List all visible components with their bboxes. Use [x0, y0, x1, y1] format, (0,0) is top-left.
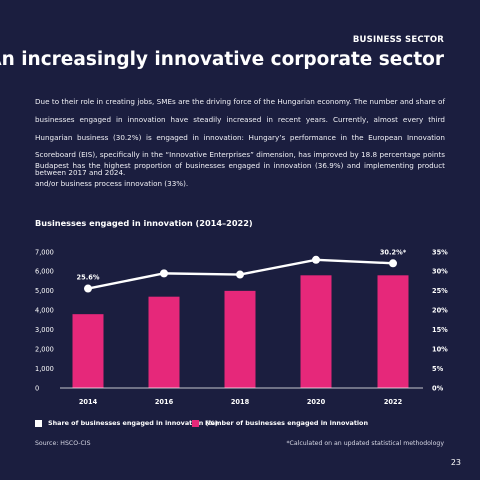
y-left-tick-label: 2,000 — [35, 345, 54, 353]
y-left-tick-label: 0 — [35, 384, 39, 392]
section-label: BUSINESS SECTOR — [352, 35, 444, 45]
share-point-2022 — [389, 259, 397, 268]
x-tick-label: 2014 — [79, 398, 98, 406]
legend-swatch-share — [35, 419, 42, 427]
bar-2022 — [377, 275, 409, 388]
share-point-2020 — [312, 255, 320, 264]
y-right-tick-label: 35% — [432, 248, 448, 256]
legend-label-share: Share of businesses engaged in innovatio… — [48, 419, 218, 427]
y-left-tick-label: 1,000 — [35, 365, 54, 373]
methodology-note: *Calculated on an updated statistical me… — [286, 440, 444, 447]
legend-item-number: Number of businesses engaged in innovati… — [192, 419, 368, 427]
intro-paragraph: Due to their role in creating jobs, SMEs… — [35, 97, 445, 178]
budapest-paragraph: Budapest has the highest proportion of b… — [35, 161, 445, 188]
share-data-label: 25.6% — [77, 274, 100, 282]
bar-2020 — [300, 275, 332, 388]
source-note: Source: HSCO-CIS — [35, 440, 91, 447]
x-tick-label: 2016 — [155, 398, 174, 406]
y-left-tick-label: 5,000 — [35, 287, 54, 295]
y-right-tick-label: 5% — [432, 365, 444, 373]
y-right-tick-label: 25% — [432, 287, 448, 295]
y-right-tick-label: 20% — [432, 307, 448, 315]
y-left-tick-label: 4,000 — [35, 307, 54, 315]
share-point-2018 — [236, 270, 244, 279]
chart-title: Businesses engaged in innovation (2014–2… — [35, 218, 253, 228]
legend-item-share: Share of businesses engaged in innovatio… — [35, 419, 218, 427]
y-left-tick-label: 3,000 — [35, 326, 54, 334]
page-title: An increasingly innovative corporate sec… — [0, 49, 444, 70]
y-left-tick-label: 6,000 — [35, 268, 54, 276]
y-right-tick-label: 10% — [432, 345, 448, 353]
x-tick-label: 2020 — [307, 398, 326, 406]
legend-label-number: Number of businesses engaged in innovati… — [205, 419, 368, 427]
y-left-tick-label: 7,000 — [35, 248, 54, 256]
y-right-tick-label: 15% — [432, 326, 448, 334]
share-data-label: 30.2%* — [380, 248, 407, 256]
bar-2018 — [224, 290, 256, 388]
bar-2014 — [72, 314, 104, 388]
bar-2016 — [148, 296, 180, 388]
legend-swatch-number — [192, 419, 199, 427]
y-right-tick-label: 0% — [432, 384, 444, 392]
x-tick-label: 2022 — [384, 398, 403, 406]
page-number: 23 — [450, 458, 461, 467]
y-right-tick-label: 30% — [432, 268, 448, 276]
share-point-2016 — [160, 269, 168, 278]
x-tick-label: 2018 — [231, 398, 250, 406]
share-point-2014 — [84, 284, 92, 293]
